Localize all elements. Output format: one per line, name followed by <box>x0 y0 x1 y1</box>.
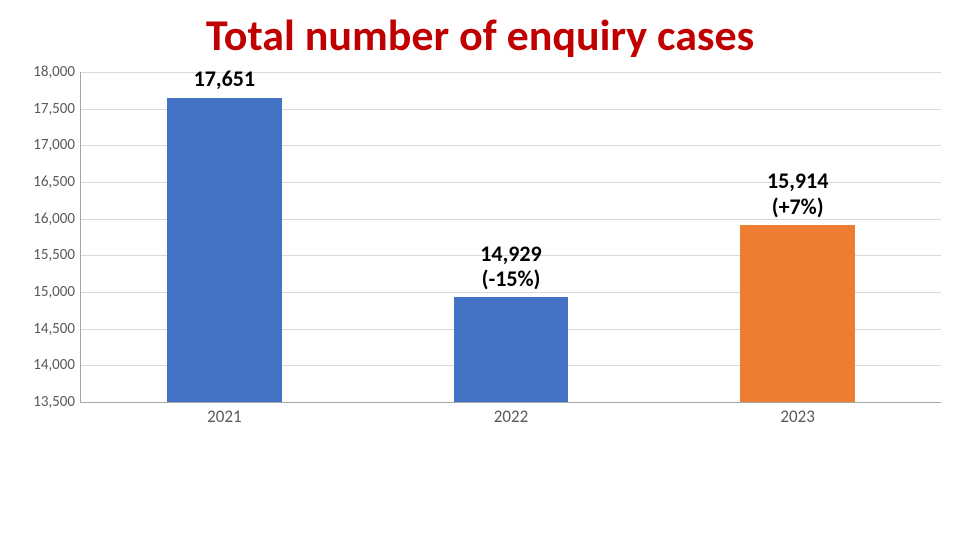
y-tick-label: 16,000 <box>33 210 81 228</box>
y-tick-label: 17,500 <box>33 100 81 118</box>
x-tick-label: 2022 <box>494 402 528 427</box>
y-tick-label: 14,000 <box>33 356 81 374</box>
plot-area: 13,50014,00014,50015,00015,50016,00016,5… <box>80 72 941 403</box>
x-tick-label: 2021 <box>207 402 241 427</box>
y-tick-label: 15,000 <box>33 283 81 301</box>
bar <box>454 297 569 402</box>
bar-chart: 13,500 14,000 14,500 15,000 15,500 16,000 16,5… <box>20 72 940 480</box>
data-label: 14,929(-15%) <box>411 241 611 292</box>
data-label: 15,914(+7%) <box>698 168 898 219</box>
y-tick-label: 13,500 <box>33 393 81 411</box>
y-tick-label: 17,000 <box>33 136 81 154</box>
y-tick-label: 18,000 <box>33 63 81 81</box>
chart-title: Total number of enquiry cases <box>0 8 960 62</box>
y-tick-label: 15,500 <box>33 246 81 264</box>
bar <box>740 225 855 402</box>
data-label: 17,651 <box>124 66 324 91</box>
bar <box>167 98 282 402</box>
y-tick-label: 16,500 <box>33 173 81 191</box>
x-tick-label: 2023 <box>780 402 814 427</box>
y-tick-label: 14,500 <box>33 320 81 338</box>
slide: Total number of enquiry cases 13,500 14,0… <box>0 0 960 540</box>
